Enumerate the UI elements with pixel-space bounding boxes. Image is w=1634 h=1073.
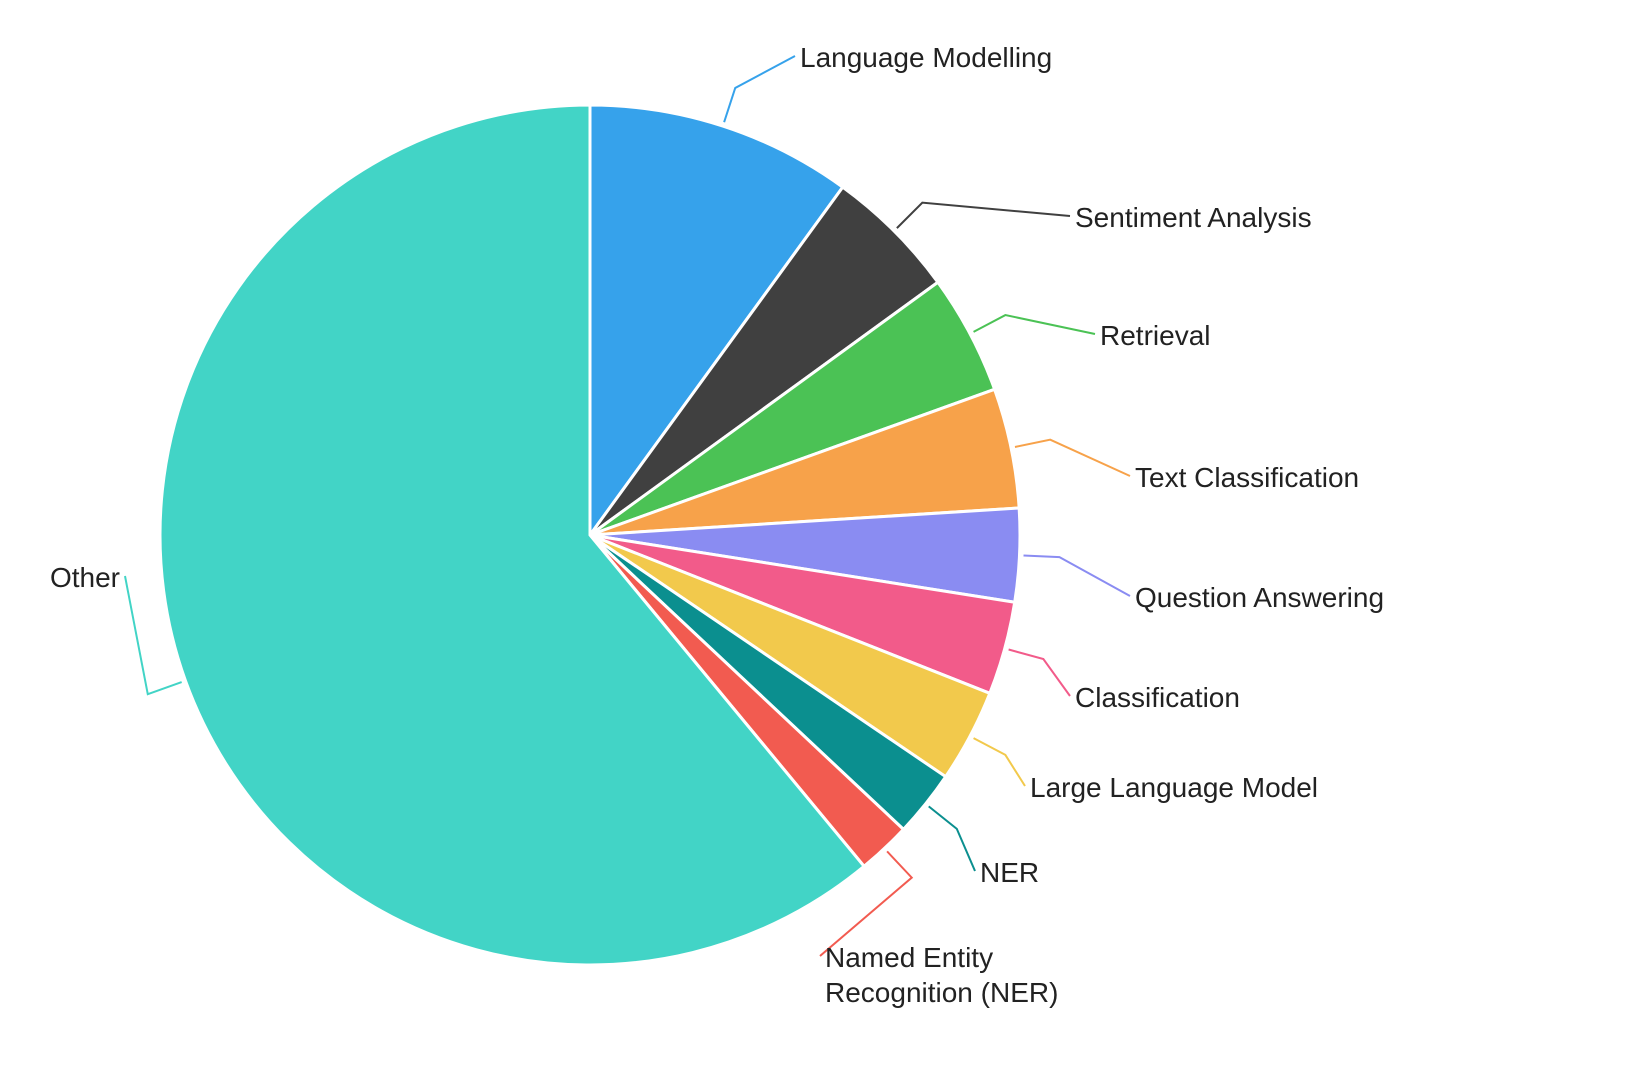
leader-line bbox=[929, 806, 975, 871]
leader-line bbox=[1015, 440, 1130, 476]
pie-slice-label: Text Classification bbox=[1135, 460, 1359, 495]
leader-line bbox=[1009, 650, 1070, 696]
pie-slice-label: Named EntityRecognition (NER) bbox=[825, 940, 1085, 1010]
pie-chart-svg bbox=[0, 0, 1634, 1073]
leader-line bbox=[974, 315, 1095, 334]
pie-slice-label: Question Answering bbox=[1135, 580, 1384, 615]
leader-line bbox=[897, 203, 1070, 228]
pie-slice-label: Sentiment Analysis bbox=[1075, 200, 1312, 235]
pie-slice-label: Language Modelling bbox=[800, 40, 1052, 75]
leader-line bbox=[724, 56, 795, 122]
leader-line bbox=[1024, 555, 1130, 596]
pie-chart-container: Language Modelling Sentiment Analysis Retr… bbox=[0, 0, 1634, 1073]
leader-line bbox=[974, 738, 1025, 786]
pie-slice-label: Other bbox=[0, 560, 120, 595]
pie-slice-label: Retrieval bbox=[1100, 318, 1210, 353]
pie-slice-label: Classification bbox=[1075, 680, 1240, 715]
pie-slice-label: NER bbox=[980, 855, 1039, 890]
pie-slice-label: Large Language Model bbox=[1030, 770, 1318, 805]
